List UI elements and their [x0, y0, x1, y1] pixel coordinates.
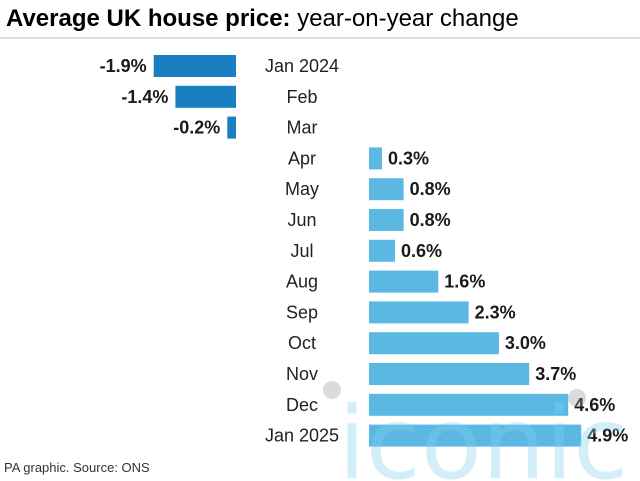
value-label: -0.2%	[173, 118, 220, 138]
category-label: Sep	[286, 302, 318, 322]
category-label: Mar	[287, 118, 318, 138]
watermark-dot-right	[568, 389, 586, 407]
value-label: 0.3%	[388, 148, 429, 168]
value-label: 3.0%	[505, 333, 546, 353]
watermark-text: iconic	[338, 385, 628, 481]
category-label: Jun	[287, 210, 316, 230]
category-label: Jul	[290, 241, 313, 261]
category-label: Jan 2024	[265, 56, 339, 76]
value-label: 1.6%	[444, 272, 485, 292]
value-label: 0.8%	[410, 179, 451, 199]
bar	[175, 85, 236, 108]
category-label: Feb	[286, 87, 317, 107]
value-label: 2.3%	[475, 302, 516, 322]
bar	[369, 332, 499, 355]
bar	[369, 424, 582, 447]
bar-group: Jan 2024 -1.9% Feb -1.4% Mar -0.2% Apr 0.3% May 0…	[100, 55, 628, 447]
category-label: Apr	[288, 148, 316, 168]
bar	[369, 239, 395, 262]
value-label: 0.8%	[410, 210, 451, 230]
chart-title: Average UK house price: year-on-year cha…	[6, 5, 519, 32]
bar	[369, 301, 469, 324]
value-label: -1.9%	[100, 56, 147, 76]
bar	[369, 178, 404, 201]
watermark: iconic	[323, 381, 628, 481]
bar	[369, 270, 439, 293]
category-label: Jan 2025	[265, 426, 339, 446]
category-label: Oct	[288, 333, 316, 353]
category-label: Aug	[286, 272, 318, 292]
bar	[153, 55, 236, 77]
chart-title-bold: Average UK house price:	[6, 5, 291, 32]
value-label: 3.7%	[535, 364, 576, 384]
bar	[369, 393, 569, 416]
bar	[369, 363, 530, 385]
bar	[369, 147, 382, 170]
category-label: Dec	[286, 395, 318, 415]
watermark-dot-left	[323, 381, 341, 399]
value-label: -1.4%	[121, 87, 168, 107]
category-label: Nov	[286, 364, 318, 384]
bar	[369, 209, 404, 231]
value-label: 0.6%	[401, 241, 442, 261]
category-label: May	[285, 179, 319, 199]
chart-title-rest: year-on-year change	[291, 5, 519, 32]
bar	[227, 116, 236, 139]
value-label: 4.9%	[587, 426, 628, 446]
value-label: 4.6%	[574, 395, 615, 415]
source-note: PA graphic. Source: ONS	[4, 460, 150, 475]
